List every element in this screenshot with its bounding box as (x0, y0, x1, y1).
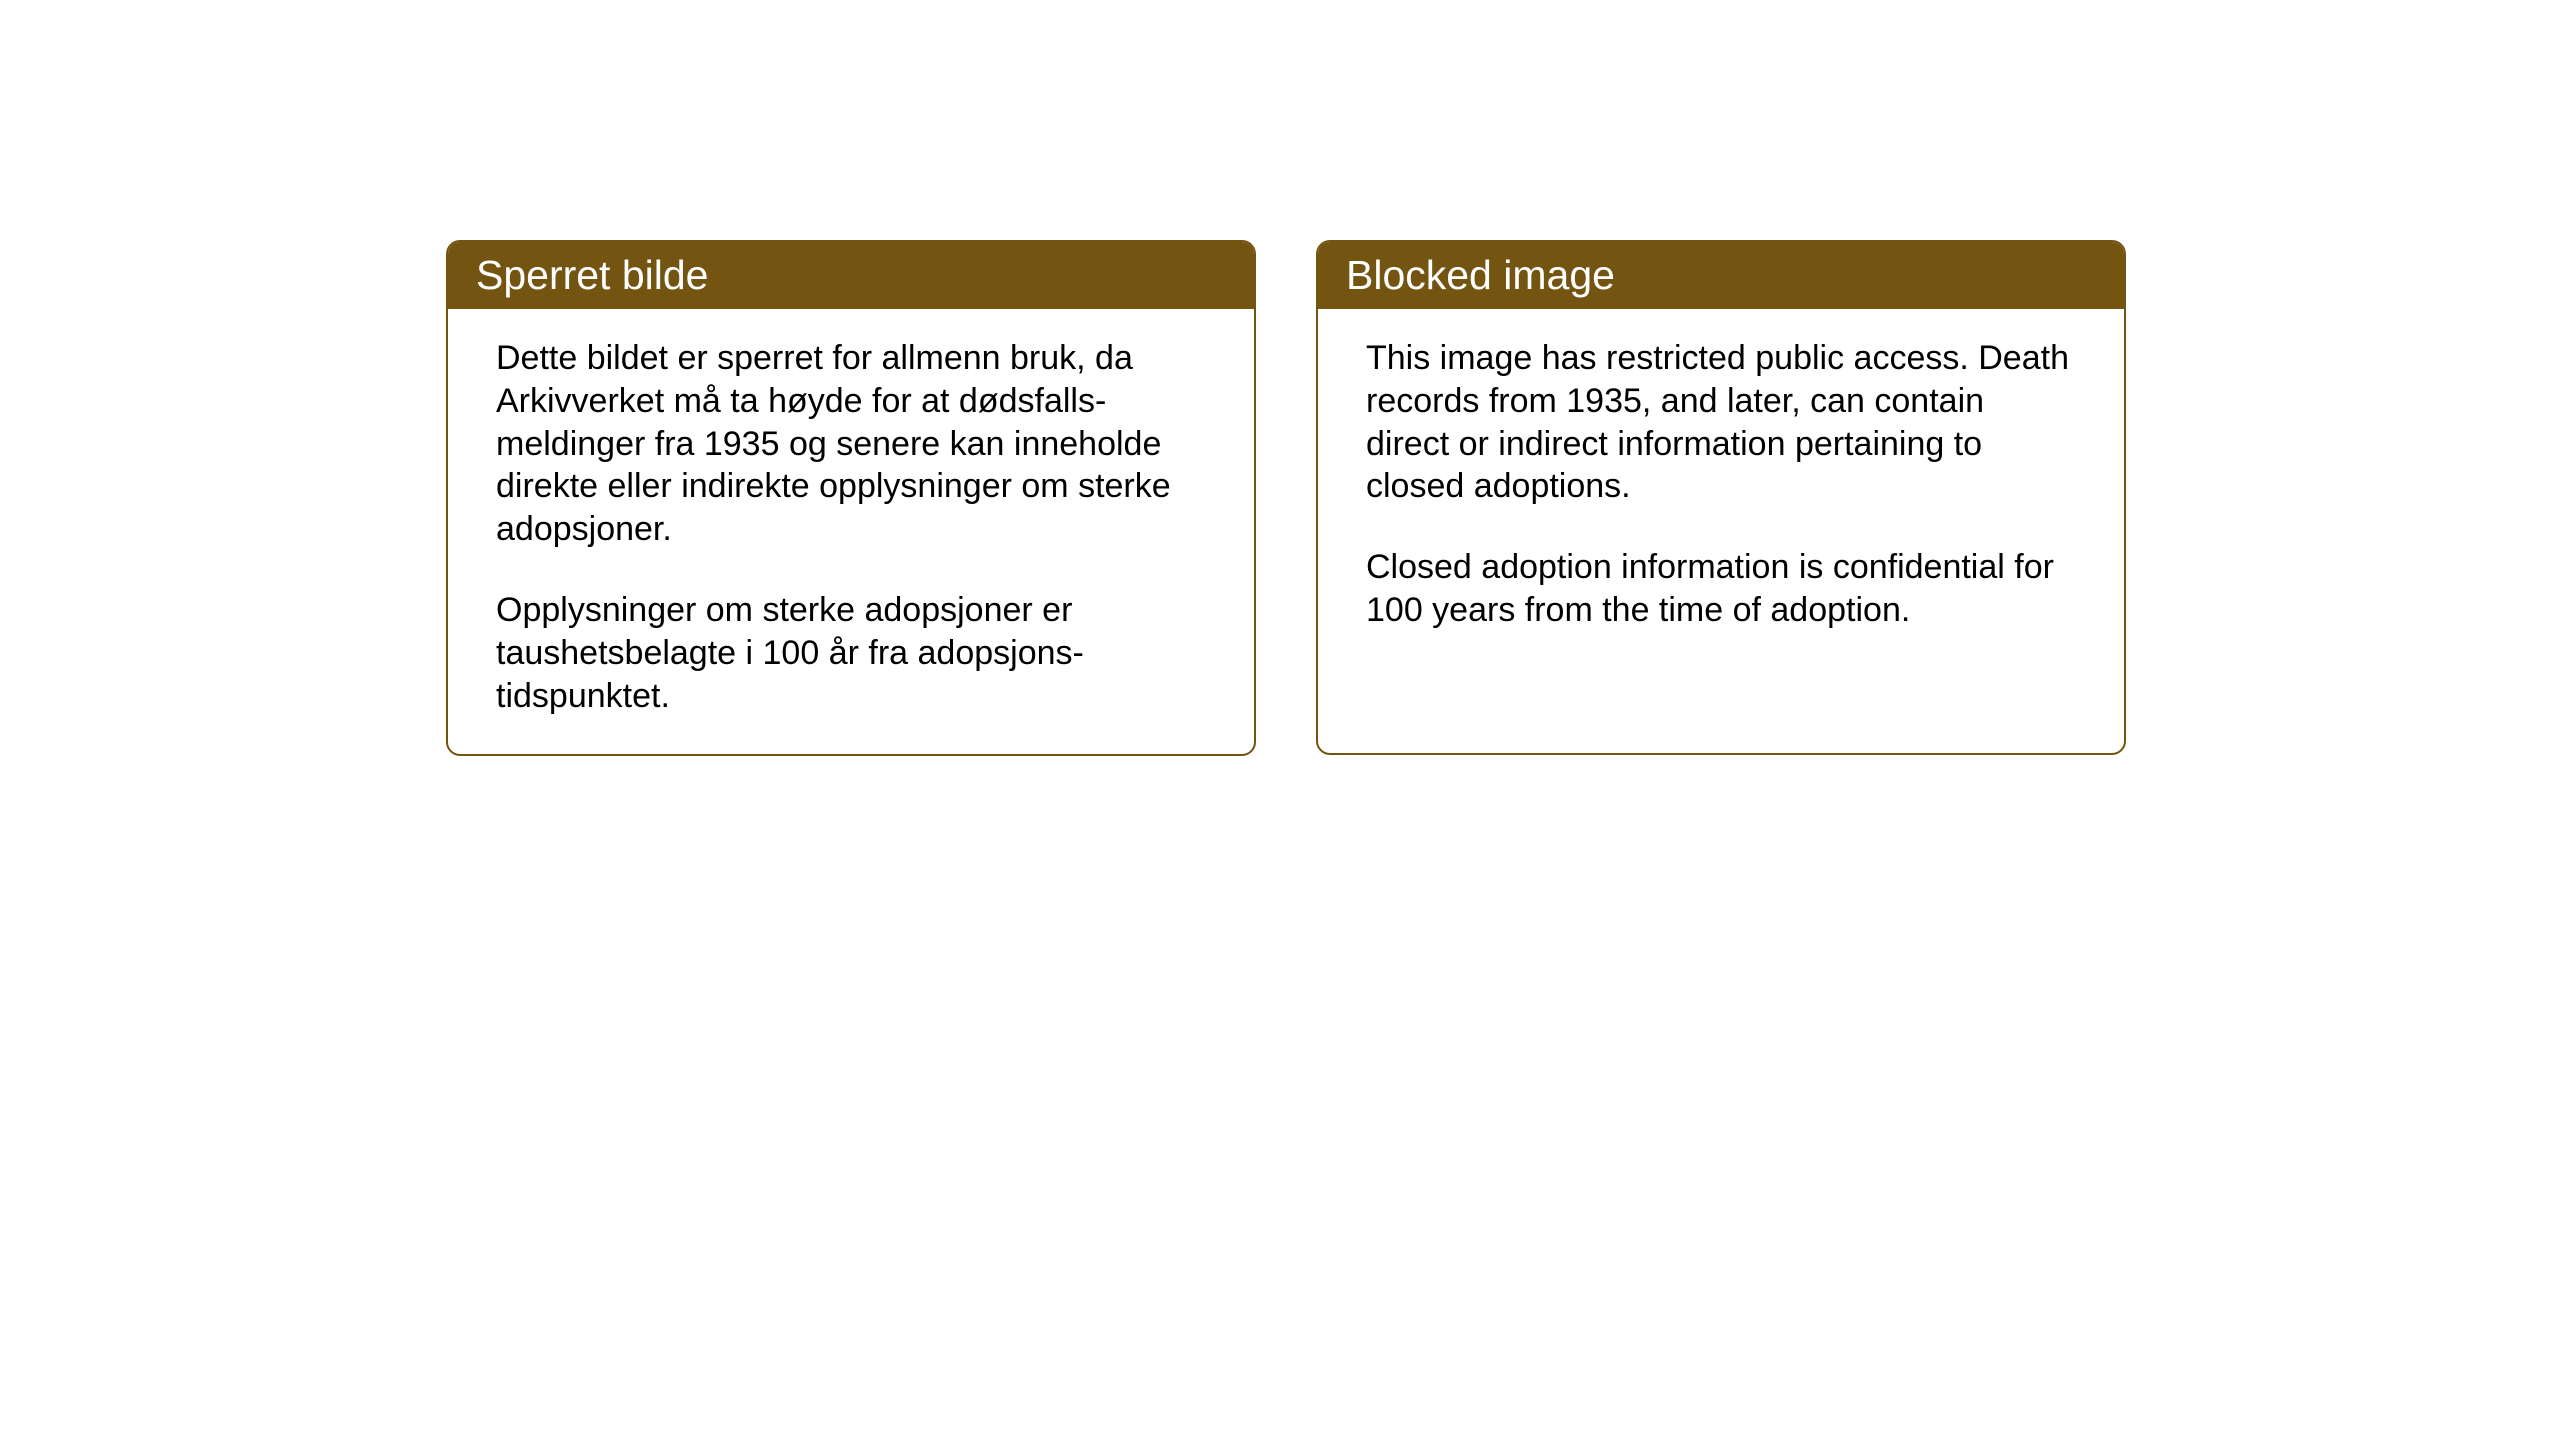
card-title-norwegian: Sperret bilde (476, 252, 708, 298)
card-paragraph1-english: This image has restricted public access.… (1366, 337, 2076, 508)
card-paragraph2-norwegian: Opplysninger om sterke adopsjoner er tau… (496, 589, 1206, 717)
card-body-english: This image has restricted public access.… (1318, 309, 2124, 668)
card-header-english: Blocked image (1318, 242, 2124, 309)
card-header-norwegian: Sperret bilde (448, 242, 1254, 309)
card-title-english: Blocked image (1346, 252, 1615, 298)
card-paragraph1-norwegian: Dette bildet er sperret for allmenn bruk… (496, 337, 1206, 551)
card-english: Blocked image This image has restricted … (1316, 240, 2126, 755)
card-body-norwegian: Dette bildet er sperret for allmenn bruk… (448, 309, 1254, 754)
card-paragraph2-english: Closed adoption information is confident… (1366, 546, 2076, 632)
cards-container: Sperret bilde Dette bildet er sperret fo… (446, 240, 2126, 756)
card-norwegian: Sperret bilde Dette bildet er sperret fo… (446, 240, 1256, 756)
